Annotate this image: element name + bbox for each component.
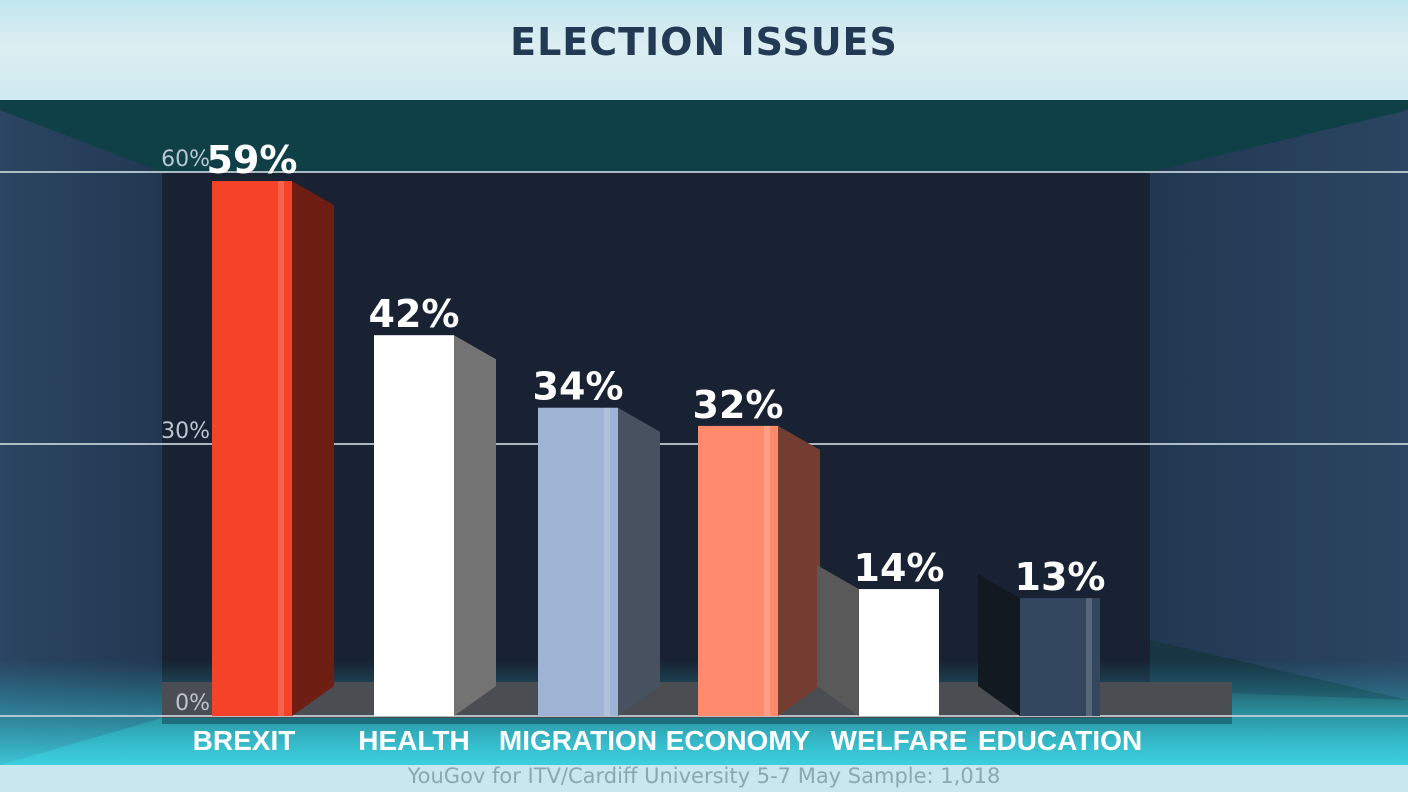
- chart-title: ELECTION ISSUES: [510, 20, 898, 64]
- title-band: [0, 0, 1408, 100]
- bar-side: [817, 565, 859, 716]
- right-wall: [1150, 110, 1408, 700]
- bar-side: [978, 574, 1020, 716]
- base-front: [162, 718, 1232, 724]
- y-tick-label: 30%: [161, 419, 210, 444]
- bar-side: [778, 425, 820, 716]
- bar-highlight: [278, 181, 284, 717]
- category-label: ECONOMY: [666, 725, 811, 756]
- source-note: YouGov for ITV/Cardiff University 5-7 Ma…: [407, 764, 1001, 788]
- left-wall: [0, 110, 162, 765]
- category-label: HEALTH: [358, 725, 469, 756]
- ceiling: [0, 100, 1408, 172]
- category-label: EDUCATION: [978, 725, 1142, 756]
- bar: [374, 335, 454, 716]
- bar-highlight: [604, 407, 610, 716]
- bar-side: [454, 335, 496, 716]
- category-label: WELFARE: [831, 725, 968, 756]
- bar-highlight: [764, 425, 770, 716]
- bar-highlight: [440, 335, 446, 716]
- bar: [698, 425, 778, 716]
- labels: 59% BREXIT 42% HEALTH 34% MIGRATION 32% ECONOMY…: [193, 138, 1143, 756]
- y-axis: 0% 30% 60%: [161, 147, 210, 716]
- bar-value-label: 14%: [854, 546, 945, 590]
- footer-band: [0, 765, 1408, 792]
- bar: [538, 407, 618, 716]
- bar-highlight: [1086, 598, 1092, 716]
- category-label: BREXIT: [193, 725, 296, 756]
- y-tick-label: 60%: [161, 147, 210, 172]
- bar-chart: 0% 30% 60% 59% BREXIT 42% HEALTH 34% MIGRATION 3…: [0, 100, 1408, 765]
- bar-value-label: 42%: [369, 292, 460, 336]
- bar-value-label: 13%: [1015, 555, 1106, 599]
- bar-value-label: 59%: [207, 138, 298, 182]
- bar-side: [292, 181, 334, 717]
- bar: [859, 589, 939, 716]
- bar-highlight: [925, 589, 931, 716]
- bar: [212, 181, 292, 717]
- bar-value-label: 34%: [533, 365, 624, 409]
- category-label: MIGRATION: [499, 725, 657, 756]
- bars: [212, 181, 1100, 717]
- bar-side: [618, 407, 660, 716]
- y-tick-label: 0%: [175, 691, 210, 716]
- bar: [1020, 598, 1100, 716]
- bar-value-label: 32%: [693, 383, 784, 427]
